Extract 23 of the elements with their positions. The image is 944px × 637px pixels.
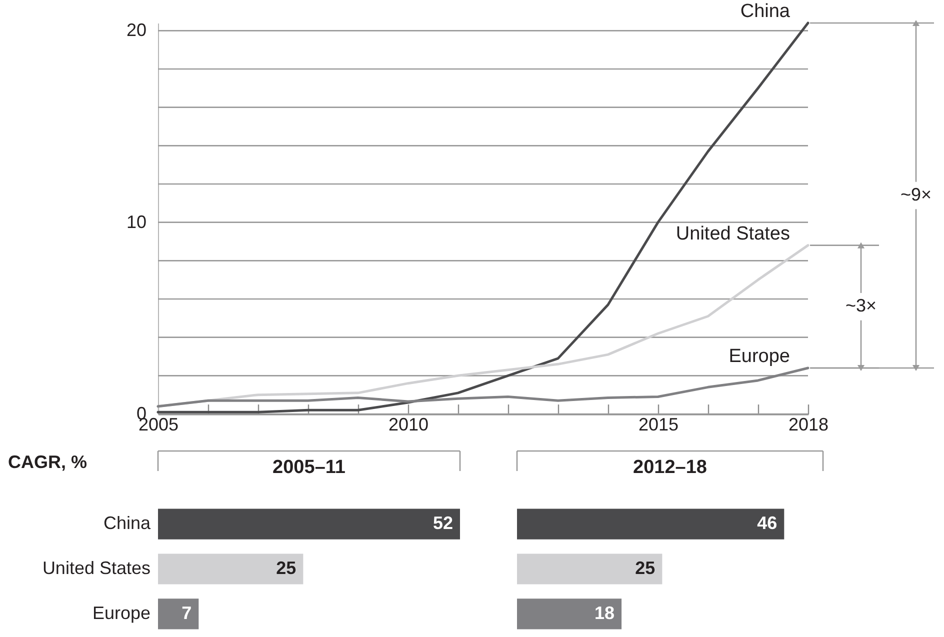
- data-label: 18: [594, 602, 615, 623]
- x-tick-label: 2010: [388, 414, 429, 434]
- text: CAGR, %: [8, 452, 88, 472]
- chart-title: 2005–11: [272, 457, 346, 478]
- data-label: 25: [635, 558, 656, 578]
- data-label: 52: [432, 513, 453, 534]
- series-label: United States: [676, 223, 790, 244]
- line-series: [156, 22, 810, 414]
- data-label: 7: [182, 602, 192, 623]
- series-label: China: [740, 1, 790, 22]
- y-tick-label: 10: [126, 212, 146, 232]
- y-tick-label: Europe: [92, 602, 150, 623]
- series-label: Europe: [728, 346, 790, 367]
- chart-title: 2012–18: [633, 457, 707, 478]
- data-label: 25: [276, 558, 296, 578]
- x-tick-label: 2018: [788, 414, 829, 434]
- x-tick-label: 2015: [638, 414, 679, 434]
- y-tick-label: 20: [126, 20, 146, 40]
- text: ~3×: [845, 296, 877, 316]
- y-tick-label: China: [103, 513, 152, 534]
- y-tick-label: United States: [42, 558, 150, 578]
- data-label: 46: [757, 513, 778, 534]
- text: ~9×: [900, 184, 932, 204]
